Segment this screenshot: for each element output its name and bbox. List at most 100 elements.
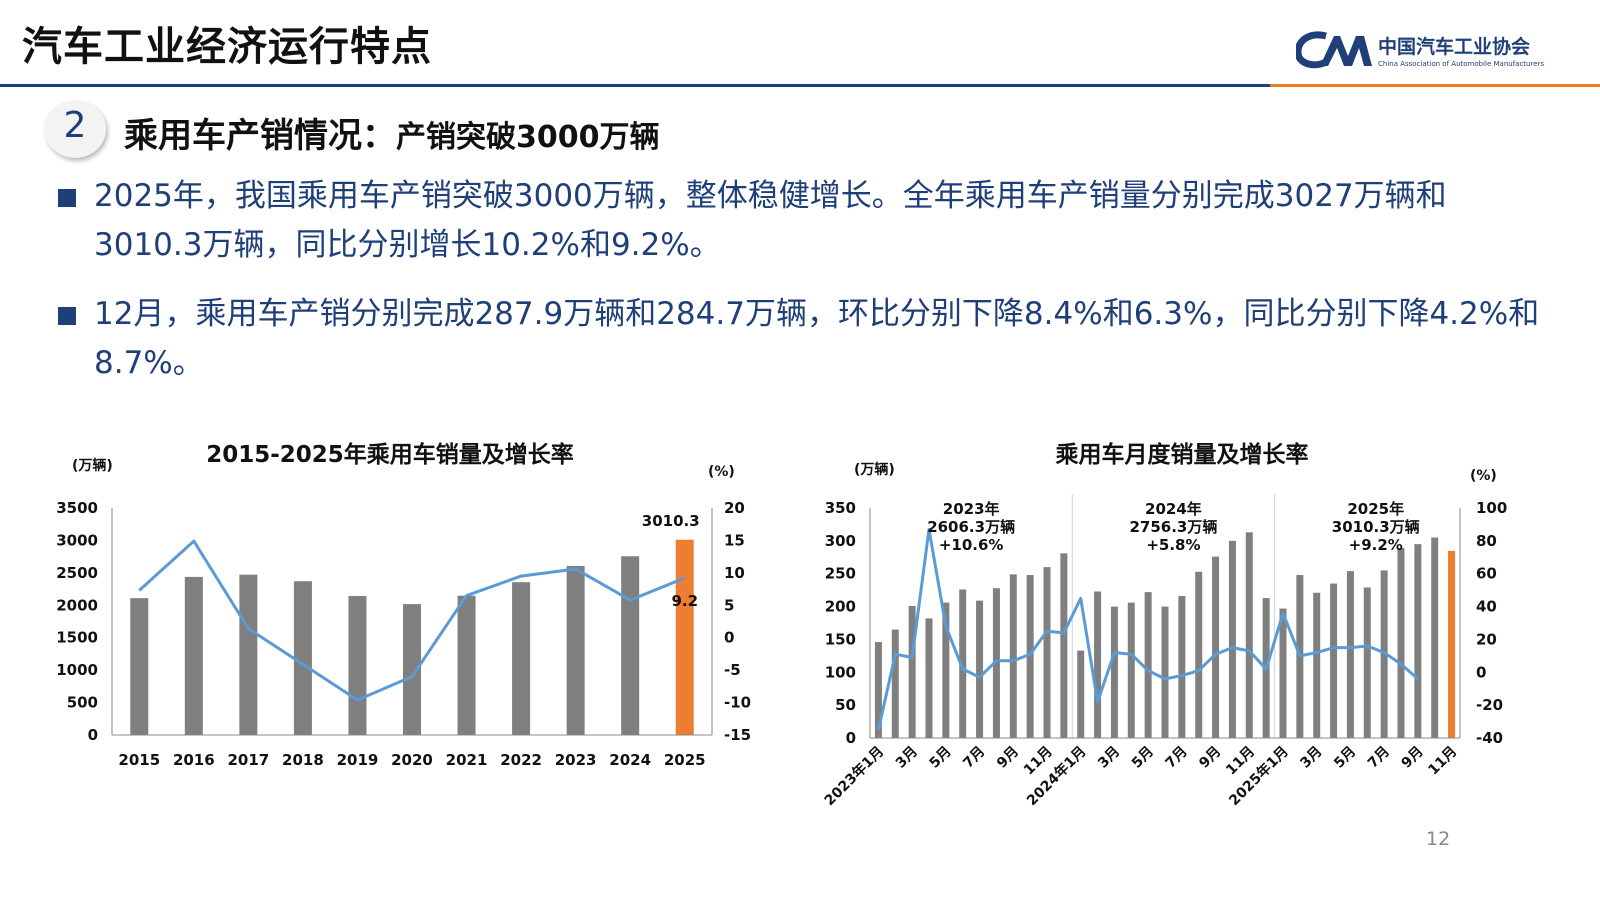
- x-tick-label: 2023年1月: [821, 743, 887, 809]
- section-number: 2: [63, 105, 87, 146]
- bar-2022: [512, 582, 531, 735]
- x-tick-label: 5月: [1129, 744, 1157, 772]
- bar-month: [1026, 575, 1034, 738]
- y2-tick-label: 80: [1476, 532, 1497, 550]
- bar-month: [1414, 544, 1422, 738]
- y2-tick-label: 100: [1476, 499, 1507, 517]
- y-tick-label: 0: [88, 726, 98, 744]
- x-tick-label: 2021: [446, 751, 488, 769]
- x-tick-label: 3月: [1297, 744, 1325, 772]
- chart-title: 2015-2025年乘用车销量及增长率: [206, 441, 574, 468]
- bar-2016: [184, 576, 203, 735]
- bar-2021: [457, 595, 476, 735]
- header-rule: [0, 84, 1600, 87]
- growth-rate-line: [138, 539, 686, 702]
- y2-tick-label: -40: [1476, 729, 1503, 747]
- bar-month: [1397, 548, 1405, 738]
- bar-month: [1279, 608, 1287, 738]
- year-label: 2023年: [943, 500, 1000, 518]
- x-tick-label: 7月: [960, 744, 988, 772]
- monthly-sales-chart: 乘用车月度销量及增长率 (万辆) (%) 3503002502001501005…: [821, 441, 1507, 809]
- bar-month: [1110, 606, 1118, 738]
- y-tick-label: 300: [825, 532, 856, 550]
- bullet-marker: [58, 307, 76, 325]
- bar-month: [1330, 583, 1338, 738]
- y-axis-label: (万辆): [72, 457, 113, 474]
- bullet-december: 12月，乘用车产销分别完成287.9万辆和284.7万辆，环比分别下降8.4%和…: [58, 290, 1539, 390]
- bar-month: [1228, 540, 1236, 738]
- bar-month: [1144, 592, 1152, 738]
- section-subtitle: 产销突破3000万辆: [396, 120, 660, 155]
- data-label-2025-sales: 3010.3: [642, 512, 700, 530]
- x-tick-label: 5月: [927, 744, 955, 772]
- section-title: 乘用车产销情况：: [124, 116, 396, 156]
- y2-tick-label: -5: [724, 661, 741, 679]
- y-tick-label: 100: [825, 663, 856, 681]
- year-label: 2025年: [1347, 500, 1404, 518]
- y-tick-label: 2500: [56, 564, 98, 582]
- bar-month: [1127, 602, 1135, 738]
- y-tick-label: 1500: [56, 629, 98, 647]
- x-tick-label: 2020: [391, 751, 433, 769]
- x-tick-label: 2025: [664, 751, 706, 769]
- section-heading: 乘用车产销情况：产销突破3000万辆: [124, 108, 660, 157]
- x-tick-label: 9月: [1196, 744, 1224, 772]
- year-growth: +9.2%: [1349, 536, 1403, 554]
- bar-month: [1161, 606, 1169, 738]
- y2-tick-label: 0: [724, 629, 734, 647]
- bar-month: [874, 642, 882, 738]
- bar-month: [1043, 567, 1051, 738]
- y-tick-label: 200: [825, 598, 856, 616]
- x-tick-label: 2023: [555, 751, 597, 769]
- bar-2023: [566, 565, 585, 735]
- y-tick-label: 150: [825, 630, 856, 648]
- bar-month: [1060, 553, 1068, 738]
- y2-tick-label: -15: [724, 726, 751, 744]
- y-tick-label: 0: [846, 729, 856, 747]
- x-tick-label: 7月: [1365, 744, 1393, 772]
- bar-month: [1431, 537, 1439, 738]
- y2-tick-label: 0: [1476, 663, 1486, 681]
- year-growth: +10.6%: [939, 536, 1004, 554]
- x-tick-label: 11月: [1425, 744, 1460, 779]
- y-tick-label: 3000: [56, 531, 98, 549]
- growth-rate-line: [876, 527, 1419, 731]
- bar-month: [959, 589, 967, 738]
- page-title: 汽车工业经济运行特点: [22, 24, 432, 70]
- logo-english-name: China Association of Automobile Manufact…: [1378, 60, 1545, 68]
- y2-tick-label: 5: [724, 596, 734, 614]
- bar-month: [1212, 556, 1220, 738]
- x-tick-label: 3月: [893, 744, 921, 772]
- y-tick-label: 350: [825, 499, 856, 517]
- year-total: 3010.3万辆: [1332, 518, 1420, 536]
- bar-month: [1009, 574, 1017, 738]
- page-number: 12: [1426, 828, 1451, 850]
- x-tick-label: 3月: [1095, 744, 1123, 772]
- x-tick-label: 2022: [500, 751, 542, 769]
- bar-month: [1363, 587, 1371, 738]
- section-number-badge: 2: [44, 100, 106, 158]
- caam-logo: 中国汽车工业协会 China Association of Automobile…: [1296, 28, 1586, 78]
- year-label: 2024年: [1145, 500, 1202, 518]
- logo-chinese-name: 中国汽车工业协会: [1378, 36, 1531, 58]
- y2-tick-label: 20: [724, 499, 745, 517]
- y2-axis-label: (%): [1470, 468, 1497, 484]
- year-growth: +5.8%: [1146, 536, 1200, 554]
- bullet-text: 12月，乘用车产销分别完成287.9万辆和284.7万辆，环比分别下降8.4%和…: [94, 296, 1540, 381]
- bar-2024: [621, 556, 640, 735]
- x-tick-label: 9月: [1399, 744, 1427, 772]
- bar-month: [992, 588, 1000, 738]
- bar-month: [1077, 650, 1085, 738]
- data-label-2025-growth: 9.2: [671, 592, 698, 610]
- y2-tick-label: 60: [1476, 565, 1497, 583]
- x-tick-label: 9月: [994, 744, 1022, 772]
- bar-month: [891, 629, 899, 738]
- bar-month: [908, 605, 916, 738]
- x-tick-label: 2024: [609, 751, 651, 769]
- bullet-marker: [58, 189, 76, 207]
- y-axis-label: (万辆): [854, 461, 895, 478]
- x-tick-label: 5月: [1331, 744, 1359, 772]
- bar-2019: [348, 595, 367, 735]
- y2-tick-label: -10: [724, 694, 751, 712]
- annual-sales-chart: 2015-2025年乘用车销量及增长率 (万辆) (%) 3500 3000 250…: [56, 441, 751, 769]
